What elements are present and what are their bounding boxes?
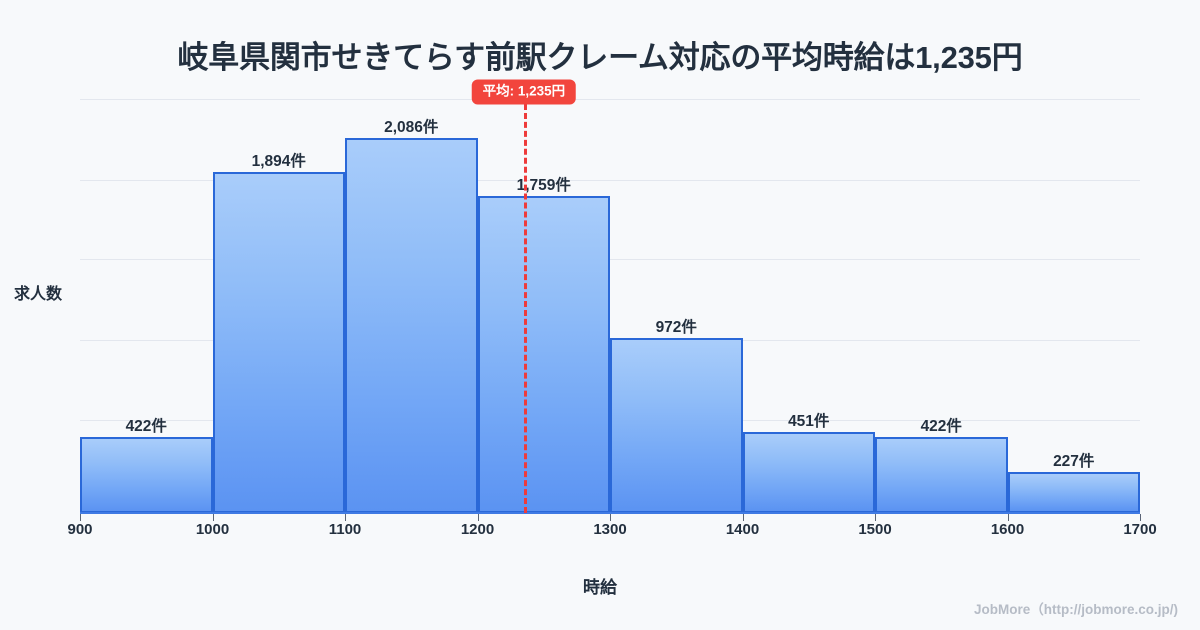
histogram-bar [345, 137, 478, 513]
x-tick-mark [1007, 514, 1009, 521]
bar-value-label: 2,086件 [384, 118, 439, 136]
bar-value-label: 422件 [920, 418, 962, 436]
bar-value-label: 1,759件 [516, 177, 571, 195]
gridline [80, 180, 1140, 181]
average-badge: 平均: 1,235円 [471, 79, 577, 104]
x-tick-mark [742, 514, 744, 521]
x-tick-label: 1200 [460, 521, 495, 538]
x-tick-label: 1400 [725, 521, 760, 538]
x-tick-mark [212, 514, 214, 521]
x-tick-label: 1100 [328, 521, 362, 538]
x-tick-mark [610, 514, 611, 521]
x-tick-label: 1300 [593, 521, 627, 538]
page-title: 岐阜県関市せきてらす前駅クレーム対応の平均時給は1,235円 [177, 40, 1023, 75]
bar-value-label: 451件 [788, 412, 830, 430]
x-tick-label: 1700 [1123, 521, 1157, 538]
gridline [80, 99, 1140, 100]
average-line [523, 104, 527, 513]
x-axis-line [80, 512, 1140, 514]
x-tick-label: 900 [67, 521, 93, 538]
histogram-bar [477, 196, 610, 513]
bar-value-label: 1,894件 [251, 153, 306, 171]
histogram-bar [1007, 472, 1140, 513]
histogram-bar [80, 437, 213, 513]
x-tick-mark [875, 514, 876, 521]
histogram-bar [212, 172, 345, 513]
x-axis-title: 時給 [583, 578, 617, 597]
histogram-bar [610, 338, 743, 513]
x-tick-label: 1500 [858, 521, 892, 538]
x-tick-mark [80, 514, 81, 521]
x-tick-label: 1600 [990, 521, 1025, 538]
bar-value-label: 972件 [655, 319, 697, 337]
x-tick-mark [1140, 514, 1141, 521]
x-tick-label: 1000 [195, 521, 230, 538]
bar-value-label: 422件 [125, 418, 167, 436]
histogram-bar [875, 437, 1008, 513]
watermark: JobMore（http://jobmore.co.jp/) [974, 602, 1178, 617]
bar-value-label: 227件 [1053, 453, 1095, 471]
y-axis-title: 求人数 [14, 286, 63, 303]
gridline [80, 259, 1140, 260]
x-tick-mark [345, 514, 346, 521]
x-tick-mark [477, 514, 479, 521]
histogram-bar [742, 431, 875, 513]
